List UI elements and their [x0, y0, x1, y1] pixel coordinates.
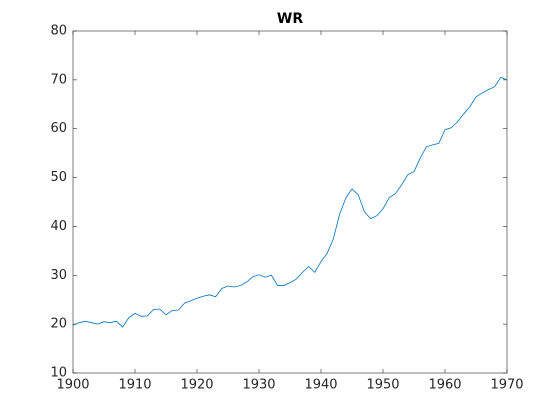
- chart-title: WR: [277, 11, 303, 27]
- x-tick-label: 1900: [56, 378, 89, 393]
- y-tick-label: 30: [50, 268, 67, 283]
- y-tick-label: 50: [50, 170, 67, 185]
- x-tick-label: 1930: [242, 378, 275, 393]
- y-tick-label: 70: [50, 72, 67, 87]
- data-line: [72, 76, 508, 328]
- x-tick-label: 1970: [490, 378, 523, 393]
- y-tick-label: 20: [50, 317, 67, 332]
- y-tick-label: 60: [50, 121, 67, 136]
- y-tick-label: 80: [50, 24, 67, 39]
- x-tick-label: 1960: [428, 378, 461, 393]
- x-tick-label: 1910: [118, 378, 151, 393]
- plot-box: [72, 30, 508, 374]
- y-tick-label: 10: [50, 366, 67, 381]
- x-tick-label: 1920: [180, 378, 213, 393]
- x-tick-label: 1950: [366, 378, 399, 393]
- y-tick-label: 40: [50, 219, 67, 234]
- x-tick-label: 1940: [304, 378, 337, 393]
